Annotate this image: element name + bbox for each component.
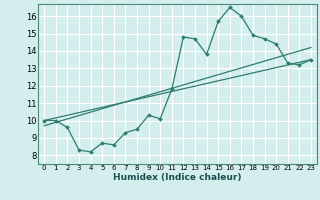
X-axis label: Humidex (Indice chaleur): Humidex (Indice chaleur): [113, 173, 242, 182]
